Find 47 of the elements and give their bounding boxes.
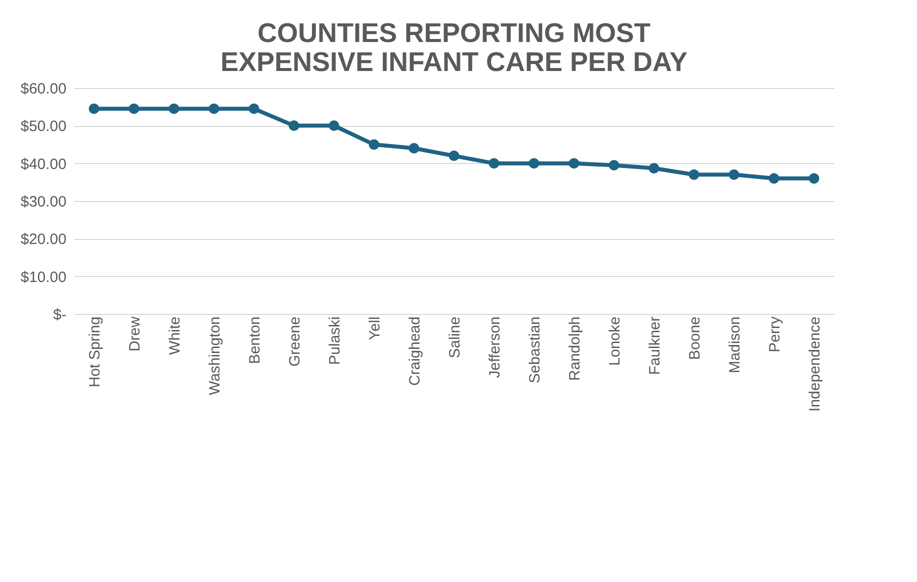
x-tick-label: Independence [806, 316, 824, 412]
point [448, 150, 460, 162]
text: COUNTIES REPORTING MOST [257, 18, 651, 48]
x-tick-label: Saline [446, 316, 464, 358]
point [688, 169, 700, 180]
point [248, 103, 260, 114]
y-tick-label: $30.00 [20, 194, 66, 210]
y-tick-label: $40.00 [20, 156, 66, 173]
point [768, 173, 780, 184]
x-tick-label: Craighead [406, 316, 424, 386]
point [488, 158, 500, 169]
point [328, 120, 340, 131]
point [568, 158, 580, 169]
x-tick-label: White [166, 316, 184, 355]
x-tick-label: Hot Spring [86, 316, 104, 388]
x-tick-label: Jefferson [486, 316, 504, 378]
y-tick-label: $- [53, 306, 66, 324]
y-tick-label: $60.00 [20, 80, 66, 98]
point [88, 103, 100, 114]
x-tick-label: Madison [726, 316, 744, 374]
point [208, 103, 220, 114]
x-tick-label: Perry [766, 316, 784, 352]
x-tick-label: Boone [686, 316, 704, 360]
point [288, 120, 300, 131]
x-tick-label: Greene [286, 316, 304, 367]
point [648, 162, 660, 174]
x-tick-label: Faulkner [646, 316, 664, 375]
x-tick-label: Washington [206, 316, 224, 396]
x-tick-label: Benton [246, 316, 264, 364]
y-tick-label: $10.00 [20, 268, 66, 286]
y-tick-label: $50.00 [20, 118, 66, 136]
point [728, 169, 740, 180]
point [528, 158, 540, 169]
point [168, 103, 180, 114]
x-tick-label: Lonoke [606, 316, 624, 366]
point [368, 139, 380, 150]
point [408, 143, 420, 154]
y-tick-label: $20.00 [20, 231, 66, 248]
x-tick-label: Sebastian [526, 316, 544, 384]
point [608, 160, 620, 170]
point [128, 103, 140, 114]
x-tick-label: Drew [126, 316, 144, 352]
point [808, 173, 820, 184]
x-tick-label: Randolph [566, 316, 584, 381]
x-tick-label: Yell [366, 316, 384, 340]
text: EXPENSIVE INFANT CARE PER DAY [220, 47, 688, 77]
x-tick-label: Pulaski [326, 316, 344, 365]
